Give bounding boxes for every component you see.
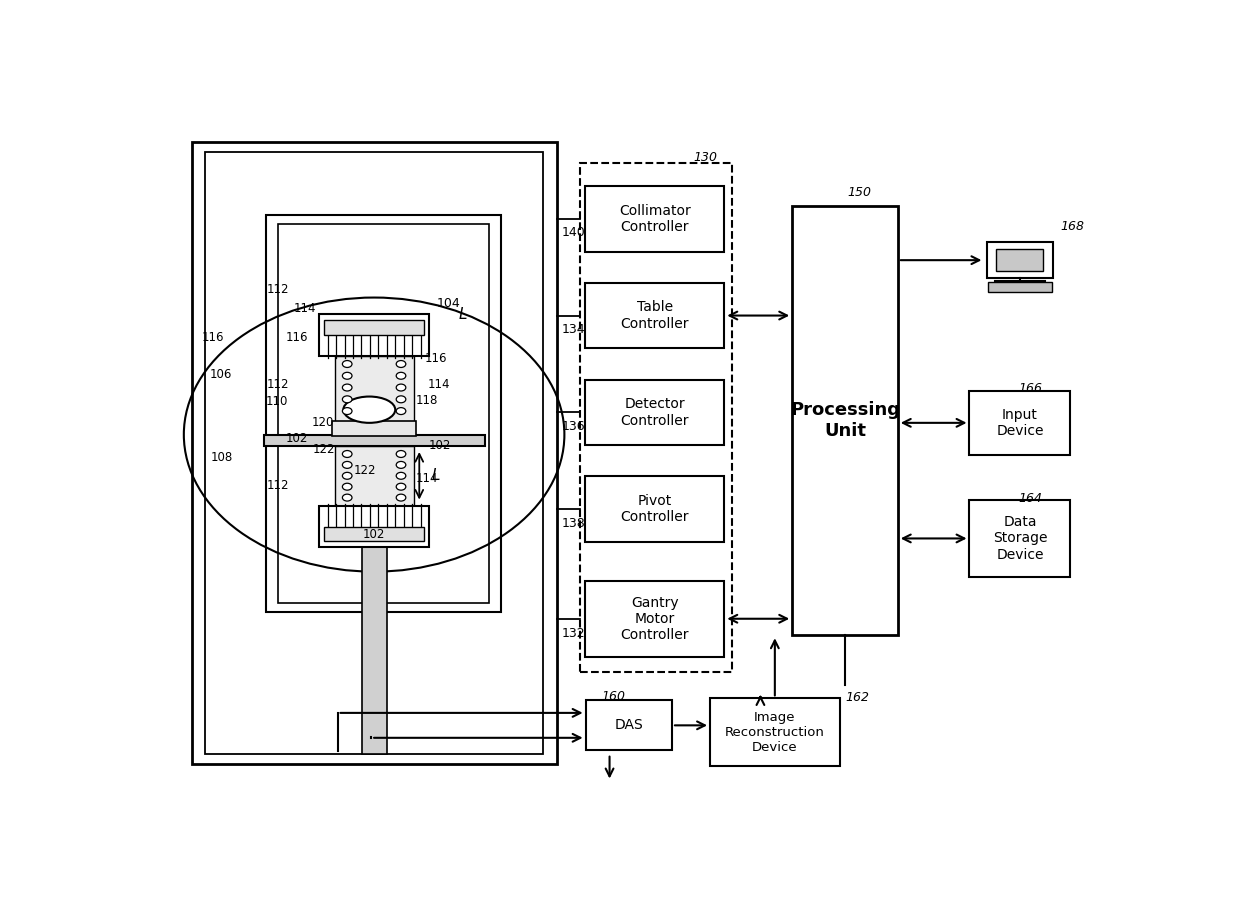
Circle shape: [342, 484, 352, 490]
Bar: [970, 501, 1070, 576]
Bar: [585, 700, 672, 751]
Text: 102: 102: [428, 440, 450, 452]
Text: 114: 114: [428, 378, 450, 391]
Text: 116: 116: [201, 331, 224, 344]
Text: Image
Reconstruction
Device: Image Reconstruction Device: [725, 711, 825, 753]
Bar: [325, 527, 424, 541]
Text: L: L: [432, 468, 440, 484]
Text: 114: 114: [415, 472, 438, 485]
Text: 102: 102: [286, 432, 309, 445]
Bar: [585, 282, 724, 349]
Bar: [585, 186, 724, 252]
Text: 116: 116: [286, 331, 309, 344]
Text: 116: 116: [424, 352, 446, 365]
Circle shape: [397, 450, 405, 458]
Text: 114: 114: [294, 302, 316, 316]
Circle shape: [397, 407, 405, 414]
Circle shape: [397, 384, 405, 391]
Text: 112: 112: [267, 478, 289, 492]
Text: 166: 166: [1018, 382, 1042, 396]
Circle shape: [342, 472, 352, 479]
Ellipse shape: [343, 396, 396, 423]
Circle shape: [342, 396, 352, 403]
Text: 160: 160: [601, 690, 626, 703]
Text: L: L: [459, 307, 466, 322]
Text: Collimator
Controller: Collimator Controller: [619, 203, 691, 234]
Circle shape: [397, 484, 405, 490]
Bar: [970, 391, 1070, 455]
Circle shape: [342, 360, 352, 368]
Text: 112: 112: [267, 378, 289, 391]
Bar: [332, 421, 417, 436]
Text: 150: 150: [847, 186, 870, 199]
Text: 110: 110: [265, 395, 288, 408]
Bar: [335, 356, 413, 434]
Bar: [987, 242, 1053, 278]
Bar: [585, 476, 724, 542]
Text: 136: 136: [562, 420, 585, 432]
Circle shape: [342, 384, 352, 391]
Circle shape: [342, 461, 352, 468]
Bar: [362, 446, 387, 753]
Text: 140: 140: [562, 226, 585, 239]
Text: 104: 104: [436, 298, 460, 310]
Text: 102: 102: [363, 529, 386, 541]
Text: 122: 122: [353, 464, 376, 477]
Bar: [997, 249, 1043, 271]
Text: 106: 106: [210, 368, 232, 381]
Bar: [319, 506, 429, 547]
Circle shape: [342, 450, 352, 458]
Text: DAS: DAS: [614, 718, 644, 733]
Text: 138: 138: [562, 517, 585, 530]
Bar: [205, 152, 543, 754]
Bar: [585, 379, 724, 445]
Bar: [580, 164, 732, 672]
Bar: [335, 446, 413, 506]
Text: 112: 112: [267, 283, 289, 296]
Circle shape: [342, 407, 352, 414]
Bar: [319, 314, 429, 356]
Text: 162: 162: [844, 691, 869, 704]
Bar: [278, 224, 490, 603]
Circle shape: [397, 360, 405, 368]
Text: 164: 164: [1018, 492, 1042, 505]
Bar: [264, 434, 485, 446]
Bar: [792, 206, 898, 636]
Text: 108: 108: [211, 451, 232, 464]
Text: 134: 134: [562, 323, 585, 336]
Bar: [988, 282, 1052, 292]
Circle shape: [397, 472, 405, 479]
Text: 118: 118: [415, 394, 438, 406]
Circle shape: [342, 494, 352, 501]
Text: Gantry
Motor
Controller: Gantry Motor Controller: [620, 595, 689, 642]
Text: Table
Controller: Table Controller: [620, 300, 689, 331]
Text: Input
Device: Input Device: [996, 408, 1044, 438]
Text: Pivot
Controller: Pivot Controller: [620, 494, 689, 524]
Circle shape: [397, 396, 405, 403]
Bar: [585, 581, 724, 657]
Text: Processing
Unit: Processing Unit: [790, 401, 900, 441]
Bar: [191, 143, 557, 764]
Bar: [711, 699, 839, 766]
Text: 120: 120: [312, 416, 335, 430]
Circle shape: [397, 372, 405, 379]
Text: 132: 132: [562, 628, 585, 640]
Bar: [265, 215, 501, 612]
Text: Detector
Controller: Detector Controller: [620, 397, 689, 428]
Circle shape: [342, 372, 352, 379]
Circle shape: [397, 494, 405, 501]
Circle shape: [397, 461, 405, 468]
Text: 130: 130: [693, 151, 717, 165]
Text: 122: 122: [312, 443, 335, 457]
Bar: [325, 320, 424, 334]
Text: 168: 168: [1060, 220, 1084, 234]
Text: Data
Storage
Device: Data Storage Device: [993, 515, 1047, 562]
